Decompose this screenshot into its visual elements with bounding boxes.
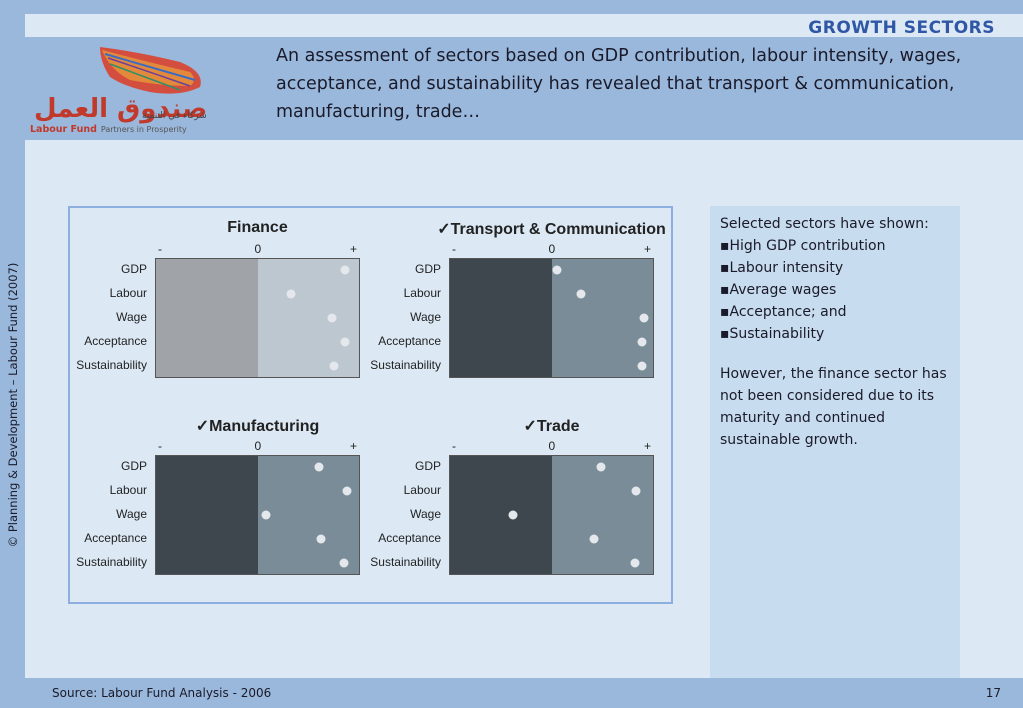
row-label: GDP [120, 459, 147, 473]
chart-title: Finance [227, 219, 288, 236]
data-point [286, 289, 296, 299]
logo-english-tagline: Partners in Prosperity [100, 125, 187, 134]
data-point [339, 558, 349, 568]
positive-half [551, 456, 653, 574]
side-bullet-text: Labour intensity [729, 260, 844, 276]
data-point [508, 510, 518, 520]
axis-label-plus: + [644, 439, 652, 453]
axis-label-minus: - [158, 439, 162, 453]
data-point [552, 265, 562, 275]
row-label: Labour [403, 286, 441, 300]
row-label: Labour [109, 286, 147, 300]
chart-title: ✓Trade [523, 418, 580, 435]
negative-half [450, 259, 552, 377]
data-point [342, 486, 352, 496]
side-panel [710, 206, 960, 678]
side-bullet: ▪Sustainability [720, 326, 825, 342]
axis-label-minus: - [452, 242, 456, 256]
negative-half [450, 456, 552, 574]
page-number: 17 [985, 686, 1001, 700]
axis-label-zero: 0 [548, 242, 556, 256]
data-point [261, 510, 271, 520]
row-label: Acceptance [378, 531, 441, 545]
side-text: Selected sectors have shown: ▪High GDP c… [720, 213, 960, 451]
slide-subtitle: An assessment of sectors based on GDP co… [276, 46, 962, 122]
row-label: Sustainability [76, 358, 147, 372]
top-strip [0, 0, 1023, 14]
row-label: GDP [414, 262, 441, 276]
chart-title: ✓Manufacturing [195, 418, 320, 435]
row-label: Labour [403, 483, 441, 497]
row-label: Sustainability [370, 555, 441, 569]
data-point [576, 289, 586, 299]
row-label: GDP [414, 459, 441, 473]
labour-fund-logo: صندوق العمل شركاء في التنمية [30, 42, 240, 137]
side-intro: Selected sectors have shown: [720, 216, 929, 232]
chart-plot-area [449, 258, 654, 378]
data-point [631, 486, 641, 496]
row-label: Acceptance [84, 334, 147, 348]
axis-label-plus: + [350, 242, 358, 256]
positive-half [551, 259, 653, 377]
positive-half [257, 259, 359, 377]
logo-flag-icon: صندوق العمل شركاء في التنمية [34, 47, 207, 124]
side-bullet: ▪Labour intensity [720, 260, 844, 276]
data-point [637, 361, 647, 371]
logo-english: Labour Fund Partners in Prosperity [30, 124, 187, 135]
axis-label-minus: - [452, 439, 456, 453]
section-title: GROWTH SECTORS [808, 18, 995, 38]
axis-label-plus: + [644, 242, 652, 256]
row-label: Sustainability [76, 555, 147, 569]
chart-plot-area [155, 455, 360, 575]
data-point [327, 313, 337, 323]
logo-arabic-tagline: شركاء في التنمية [142, 111, 207, 121]
data-point [340, 337, 350, 347]
left-strip [0, 14, 25, 708]
data-point [637, 337, 647, 347]
row-label: Acceptance [378, 334, 441, 348]
data-point [316, 534, 326, 544]
negative-half [156, 259, 258, 377]
axis-label-zero: 0 [548, 439, 556, 453]
footer-band [25, 678, 1023, 708]
logo-english-name: Labour Fund [30, 124, 97, 135]
copyright-vertical: © Planning & Development – Labour Fund (… [6, 262, 20, 548]
row-label: Acceptance [84, 531, 147, 545]
data-point [589, 534, 599, 544]
side-bullet-text: High GDP contribution [729, 238, 886, 254]
row-label: Wage [410, 507, 441, 521]
side-bullet-text: Average wages [729, 282, 837, 298]
side-bullet: ▪Average wages [720, 282, 837, 298]
side-bullet: ▪Acceptance; and [720, 304, 847, 320]
row-label: Labour [109, 483, 147, 497]
positive-half [257, 456, 359, 574]
chart-plot-area [449, 455, 654, 575]
row-label: Wage [116, 310, 147, 324]
axis-label-zero: 0 [254, 439, 262, 453]
data-point [340, 265, 350, 275]
data-point [596, 462, 606, 472]
data-point [314, 462, 324, 472]
row-label: GDP [120, 262, 147, 276]
row-label: Sustainability [370, 358, 441, 372]
negative-half [156, 456, 258, 574]
axis-label-zero: 0 [254, 242, 262, 256]
chart-plot-area [155, 258, 360, 378]
row-label: Wage [410, 310, 441, 324]
side-bullet-text: Sustainability [729, 326, 825, 342]
axis-label-minus: - [158, 242, 162, 256]
data-point [639, 313, 649, 323]
logo-arabic-name: صندوق العمل [34, 94, 207, 124]
side-bullet-text: Acceptance; and [729, 304, 847, 320]
footer-source: Source: Labour Fund Analysis - 2006 [52, 686, 272, 700]
data-point [630, 558, 640, 568]
data-point [329, 361, 339, 371]
row-label: Wage [116, 507, 147, 521]
side-note: However, the finance sector has not been… [720, 366, 947, 448]
chart-title: ✓Transport & Communication [437, 221, 666, 238]
axis-label-plus: + [350, 439, 358, 453]
side-bullet: ▪High GDP contribution [720, 238, 886, 254]
